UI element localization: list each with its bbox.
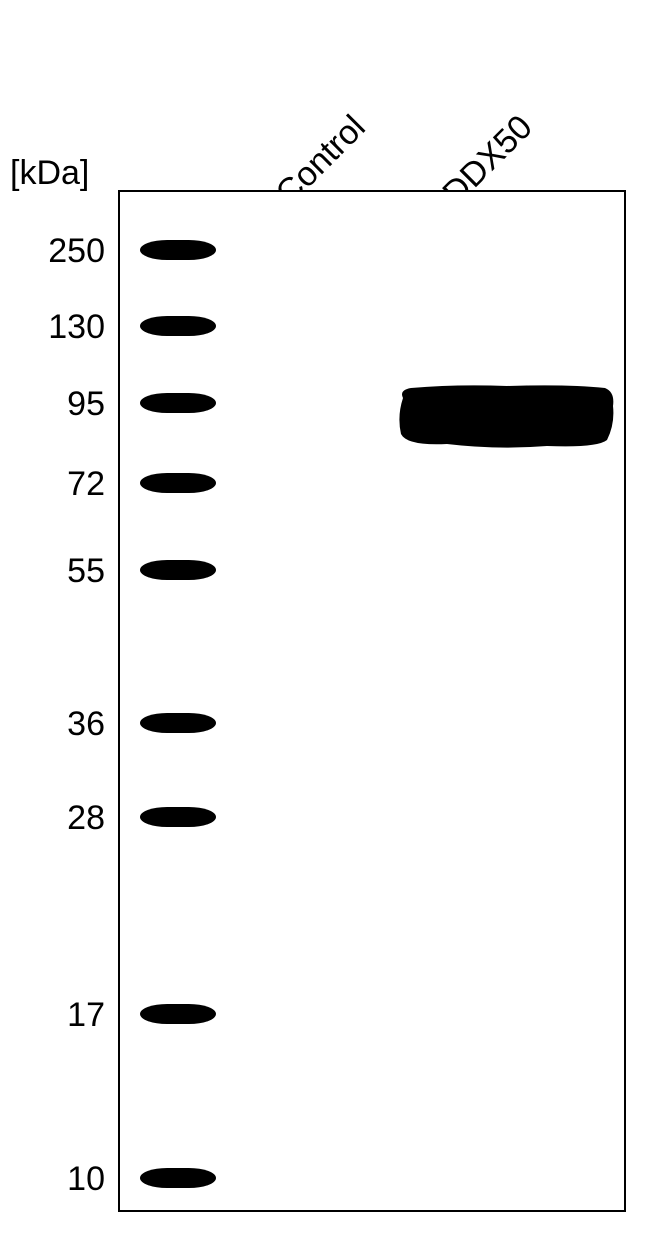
mw-label-17: 17 — [67, 996, 105, 1035]
mw-label-95: 95 — [67, 385, 105, 424]
ladder-band-28 — [140, 807, 216, 827]
ladder-band-72 — [140, 473, 216, 493]
ladder-band-55 — [140, 560, 216, 580]
mw-label-55: 55 — [67, 552, 105, 591]
ladder-band-95 — [140, 393, 216, 413]
ladder-band-10 — [140, 1168, 216, 1188]
figure-container: [kDa] Control DDX50 250 130 95 72 55 36 … — [0, 0, 650, 1236]
mw-label-250: 250 — [48, 232, 105, 271]
mw-label-36: 36 — [67, 705, 105, 744]
ladder-band-130 — [140, 316, 216, 336]
mw-label-28: 28 — [67, 799, 105, 838]
sample-band-ddx50 — [397, 384, 615, 450]
mw-label-72: 72 — [67, 465, 105, 504]
ladder-band-36 — [140, 713, 216, 733]
mw-label-10: 10 — [67, 1160, 105, 1199]
unit-label: [kDa] — [10, 154, 89, 193]
ladder-band-250 — [140, 240, 216, 260]
ladder-band-17 — [140, 1004, 216, 1024]
mw-label-130: 130 — [48, 308, 105, 347]
blot-frame — [118, 190, 626, 1212]
